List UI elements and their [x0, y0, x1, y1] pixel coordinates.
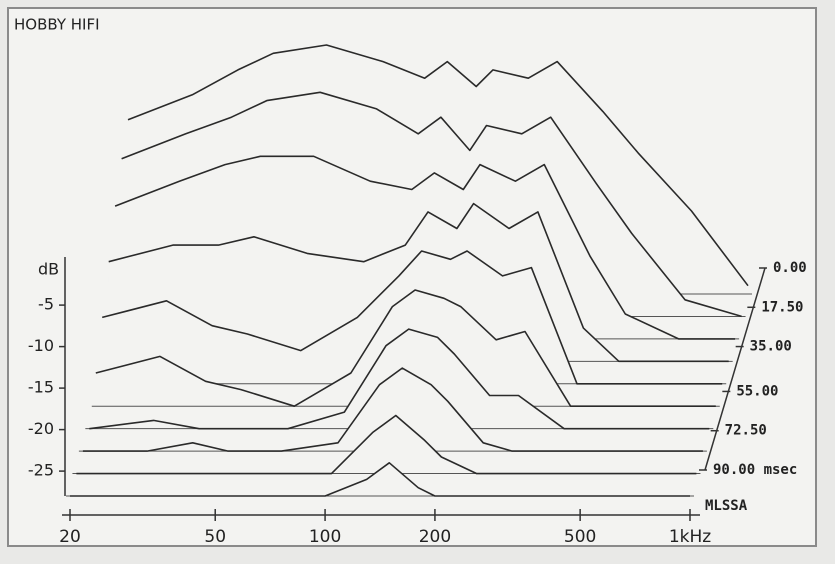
x-tick-label: 200 — [419, 527, 451, 547]
slice-mask — [76, 415, 697, 474]
x-tick-label: 50 — [204, 527, 226, 547]
slice-curve — [82, 367, 703, 452]
chart-title: HOBBY HIFI — [14, 16, 100, 34]
brand-label: MLSSA — [705, 498, 748, 514]
y-tick-label: -15 — [28, 378, 54, 397]
y-tick-label: -10 — [28, 336, 54, 355]
x-tick-label: 1kHz — [669, 527, 711, 547]
z-tick-label: 17.50 — [761, 299, 803, 315]
y-tick-label: -25 — [28, 461, 54, 480]
z-axis — [704, 267, 766, 471]
slice-curve — [114, 155, 736, 340]
y-axis-label: dB — [38, 260, 59, 279]
slice-mask — [70, 462, 690, 496]
x-tick-label: 100 — [309, 527, 341, 547]
y-tick-label: -5 — [38, 295, 54, 314]
slice-mask — [82, 368, 703, 452]
y-tick-label: -20 — [28, 419, 54, 438]
z-tick-label: 35.00 — [750, 339, 792, 355]
slice-curve — [108, 202, 729, 363]
slice-curve — [121, 91, 742, 318]
x-tick-label: 20 — [59, 527, 81, 547]
slice-curve — [95, 289, 716, 407]
slice-curve — [127, 44, 749, 287]
x-tick-label: 500 — [564, 527, 596, 547]
slice-curve — [89, 328, 710, 430]
z-tick-label: 55.00 — [736, 383, 778, 399]
z-tick-label: 0.00 — [773, 260, 807, 276]
slice-curve — [102, 250, 723, 385]
slice-curve — [76, 414, 697, 475]
z-tick-label: 90.00 msec — [713, 462, 797, 478]
slice-curve — [70, 462, 690, 497]
z-tick-label: 72.50 — [725, 423, 767, 439]
